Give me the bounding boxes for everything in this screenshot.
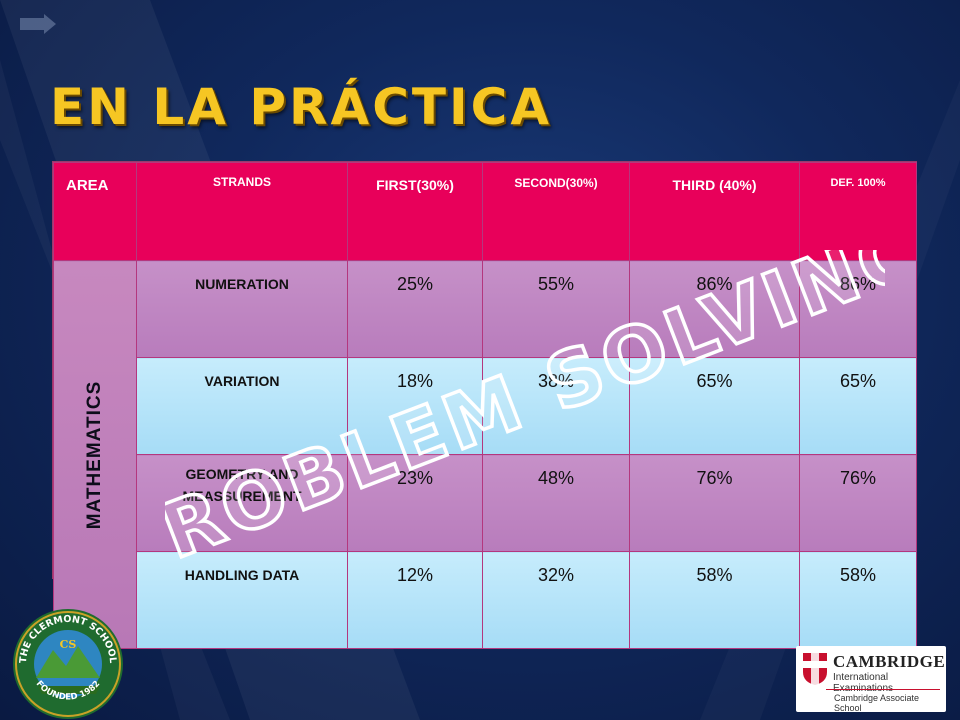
strand-cell: GEOMETRY AND MEASSUREMENT [136,454,348,552]
table-header-row: AREA STRANDS FIRST(30%) SECOND(30%) THIR… [53,162,917,261]
first-term-cell: 23% [347,454,483,552]
cambridge-logo: CAMBRIDGE International Examinations Cam… [796,646,946,713]
grades-table: AREA STRANDS FIRST(30%) SECOND(30%) THIR… [53,162,917,649]
bullet-arrow-icon [20,14,56,34]
third-term-cell: 58% [629,551,800,649]
school-initials: CS [60,638,77,651]
second-term-cell: 48% [482,454,630,552]
table-row: MATHEMATICS NUMERATION 25% 55% 86% 86% [53,260,917,649]
third-term-cell: 65% [629,357,800,455]
header-area: AREA [53,162,137,261]
area-cell: MATHEMATICS [53,260,137,649]
first-term-cell: 18% [347,357,483,455]
table-row: GEOMETRY AND MEASSUREMENT 23% 48% 76% 76… [54,454,917,552]
def-cell: 65% [799,357,917,455]
header-second: SECOND(30%) [482,162,630,261]
table-row: VARIATION 18% 38% 65% 65% [54,357,917,455]
cambridge-associate: Cambridge Associate School [834,693,920,713]
header-strands: STRANDS [136,162,348,261]
slide-title: EN LA PRÁCTICA [50,78,553,136]
second-term-cell: 38% [482,357,630,455]
cambridge-subtitle: International Examinations [833,672,893,694]
def-cell: 86% [799,260,917,358]
header-def: DEF. 100% [799,162,917,261]
cambridge-name: CAMBRIDGE [833,652,946,671]
clermont-school-logo: CS THE CLERMONT SCHOOL FOUNDED 1982 [13,609,123,719]
cambridge-divider [826,689,940,690]
strand-cell: VARIATION [136,357,348,455]
def-cell: 76% [799,454,917,552]
first-term-cell: 12% [347,551,483,649]
third-term-cell: 76% [629,454,800,552]
header-first: FIRST(30%) [347,162,483,261]
second-term-cell: 55% [482,260,630,358]
first-term-cell: 25% [347,260,483,358]
strand-cell: HANDLING DATA [136,551,348,649]
header-third: THIRD (40%) [629,162,800,261]
cambridge-shield-icon [803,653,827,685]
strand-cell: NUMERATION [136,260,348,358]
area-label: MATHEMATICS [84,380,105,529]
def-cell: 58% [799,551,917,649]
second-term-cell: 32% [482,551,630,649]
table-row: HANDLING DATA 12% 32% 58% 58% [54,551,917,649]
third-term-cell: 86% [629,260,800,358]
